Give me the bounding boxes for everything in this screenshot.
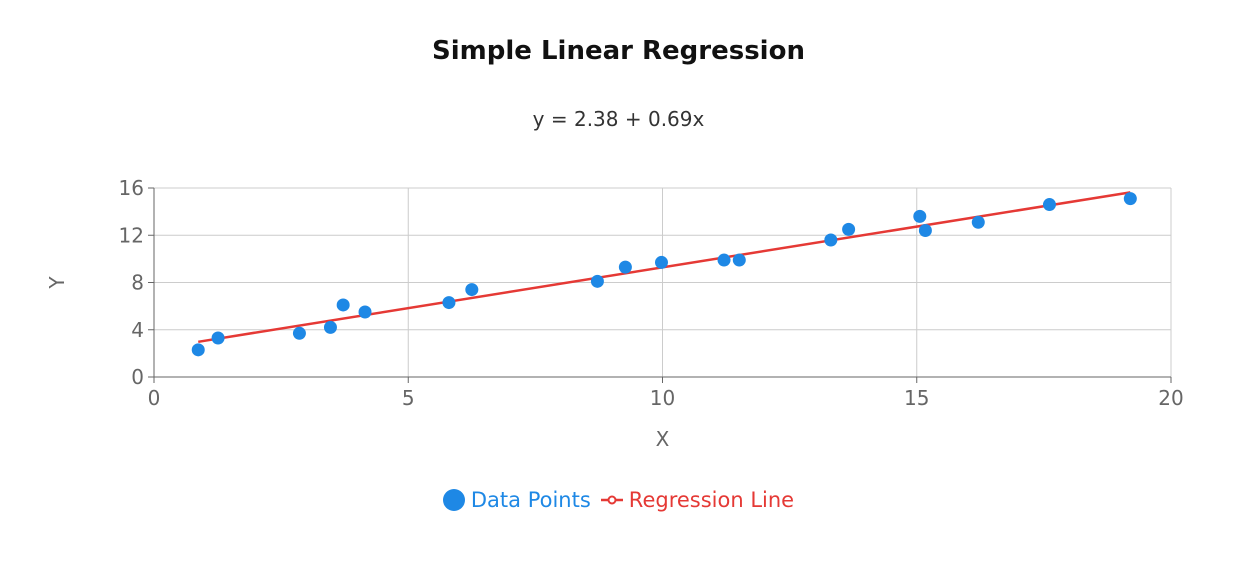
regression-equation: y = 2.38 + 0.69x [532, 107, 705, 131]
data-point [442, 296, 456, 310]
data-point [654, 255, 668, 269]
y-axis-title: Y [45, 276, 69, 290]
y-tick-label: 8 [131, 271, 144, 295]
data-point [842, 222, 856, 236]
legend-item-data-points[interactable]: Data Points [442, 488, 591, 512]
x-tick-label: 20 [1158, 386, 1183, 410]
data-point [292, 326, 306, 340]
y-tick-label: 0 [131, 365, 144, 389]
axes: 0 4 8 12 16 0 5 10 15 20 [119, 176, 1184, 410]
circle-icon [442, 489, 465, 511]
data-point [913, 209, 927, 223]
grid-lines [154, 187, 1172, 377]
data-point [1123, 192, 1137, 206]
legend-label-data-points: Data Points [470, 488, 591, 512]
data-point [336, 298, 350, 312]
y-tick-label: 16 [119, 176, 144, 200]
x-axis-title: X [656, 427, 670, 451]
data-point [1042, 198, 1056, 212]
data-point [590, 274, 604, 288]
data-point [323, 320, 337, 334]
legend: Data Points Regression Line [0, 488, 1237, 512]
x-tick-label: 15 [904, 386, 929, 410]
data-point [465, 283, 479, 297]
data-point [824, 233, 838, 247]
legend-item-regression-line[interactable]: Regression Line [600, 488, 795, 512]
data-points-layer [191, 192, 1137, 357]
chart-title: Simple Linear Regression [432, 36, 805, 66]
y-tick-label: 4 [131, 318, 144, 342]
data-point [358, 305, 372, 319]
data-point [191, 343, 205, 357]
x-tick-label: 5 [402, 386, 415, 410]
data-point [732, 253, 746, 267]
data-point [918, 224, 932, 238]
data-point [618, 260, 632, 274]
data-point [717, 253, 731, 267]
data-point [971, 215, 985, 229]
line-marker-icon [600, 495, 623, 505]
legend-label-regression-line: Regression Line [628, 488, 795, 512]
data-point [211, 331, 225, 345]
x-tick-label: 0 [148, 386, 161, 410]
x-tick-label: 10 [650, 386, 675, 410]
y-tick-label: 12 [119, 223, 144, 247]
